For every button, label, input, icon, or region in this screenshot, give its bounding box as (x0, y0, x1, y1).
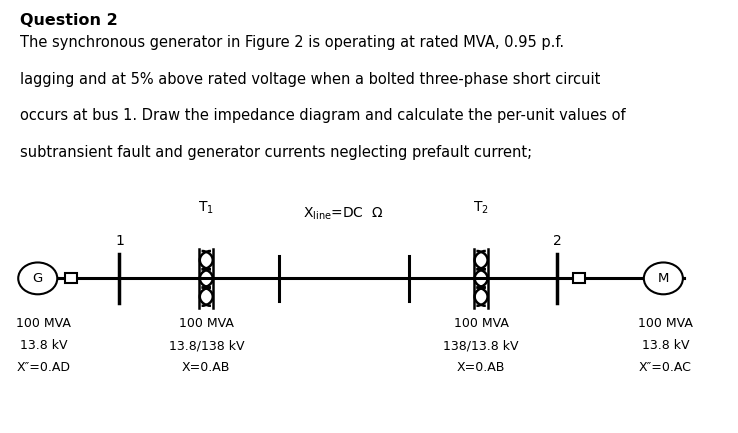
Text: T$_2$: T$_2$ (473, 200, 489, 216)
Text: occurs at bus 1. Draw the impedance diagram and calculate the per-unit values of: occurs at bus 1. Draw the impedance diag… (21, 108, 626, 123)
Bar (573, 273, 585, 283)
Text: lagging and at 5% above rated voltage when a bolted three-phase short circuit: lagging and at 5% above rated voltage wh… (21, 71, 601, 87)
Text: 2: 2 (553, 234, 562, 248)
Text: Question 2: Question 2 (21, 13, 118, 28)
Text: 100 MVA: 100 MVA (638, 317, 693, 330)
Text: X$_{\rm line}$=DC  $\Omega$: X$_{\rm line}$=DC $\Omega$ (303, 206, 384, 223)
Text: 100 MVA: 100 MVA (454, 317, 508, 330)
Text: 100 MVA: 100 MVA (179, 317, 234, 330)
Text: X″=0.AD: X″=0.AD (16, 362, 71, 375)
Text: 13.8 kV: 13.8 kV (642, 339, 689, 352)
Circle shape (18, 262, 58, 294)
Text: 13.8/138 kV: 13.8/138 kV (168, 339, 244, 352)
Text: M: M (658, 272, 669, 285)
Text: The synchronous generator in Figure 2 is operating at rated MVA, 0.95 p.f.: The synchronous generator in Figure 2 is… (21, 35, 565, 50)
Text: X=0.AB: X=0.AB (182, 362, 230, 375)
Text: X=0.AB: X=0.AB (457, 362, 506, 375)
Text: 100 MVA: 100 MVA (16, 317, 71, 330)
Circle shape (644, 262, 683, 294)
Text: G: G (32, 272, 43, 285)
Text: 138/13.8 kV: 138/13.8 kV (444, 339, 519, 352)
Bar (65, 273, 77, 283)
Text: T$_1$: T$_1$ (199, 200, 214, 216)
Text: X″=0.AC: X″=0.AC (639, 362, 692, 375)
Text: 1: 1 (115, 234, 124, 248)
Text: 13.8 kV: 13.8 kV (20, 339, 67, 352)
Text: subtransient fault and generator currents neglecting prefault current;: subtransient fault and generator current… (21, 145, 533, 160)
